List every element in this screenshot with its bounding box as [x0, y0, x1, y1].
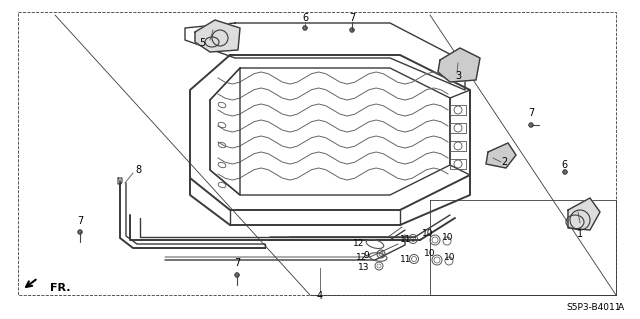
Text: S5P3-B4011: S5P3-B4011 — [566, 303, 621, 313]
Text: 2: 2 — [501, 157, 507, 167]
Circle shape — [564, 171, 566, 173]
Polygon shape — [568, 198, 600, 230]
Text: 11: 11 — [400, 256, 412, 264]
Circle shape — [530, 124, 532, 126]
Polygon shape — [486, 143, 516, 168]
Polygon shape — [235, 273, 239, 277]
Text: 12: 12 — [353, 239, 364, 248]
Text: 1: 1 — [577, 229, 583, 239]
Circle shape — [304, 27, 306, 29]
Circle shape — [351, 29, 353, 31]
Text: 6: 6 — [561, 160, 567, 170]
Polygon shape — [195, 20, 240, 52]
Circle shape — [350, 28, 354, 32]
Text: 8: 8 — [135, 165, 141, 175]
Text: 4: 4 — [317, 291, 323, 301]
Circle shape — [304, 27, 306, 29]
Circle shape — [303, 26, 307, 30]
Polygon shape — [438, 48, 480, 82]
Text: 13: 13 — [358, 263, 369, 272]
Text: FR.: FR. — [50, 283, 70, 293]
Text: 12: 12 — [356, 254, 367, 263]
Circle shape — [235, 273, 239, 277]
Text: 6: 6 — [302, 13, 308, 23]
Text: 10: 10 — [422, 229, 434, 239]
Circle shape — [79, 231, 81, 233]
Polygon shape — [350, 28, 354, 32]
Polygon shape — [78, 230, 82, 234]
Text: 7: 7 — [528, 108, 534, 118]
Text: 3: 3 — [455, 71, 461, 81]
Text: 9: 9 — [363, 250, 369, 259]
Polygon shape — [303, 26, 307, 30]
Polygon shape — [529, 123, 533, 127]
Text: A: A — [618, 303, 624, 313]
Circle shape — [530, 124, 532, 126]
Circle shape — [351, 29, 353, 31]
Circle shape — [79, 231, 81, 233]
Circle shape — [236, 274, 238, 276]
Text: 11: 11 — [400, 235, 412, 244]
Text: 10: 10 — [424, 249, 436, 258]
Text: 10: 10 — [444, 254, 456, 263]
Text: 5: 5 — [199, 38, 205, 48]
Polygon shape — [563, 170, 567, 174]
Text: 7: 7 — [77, 216, 83, 226]
Circle shape — [564, 171, 566, 173]
Circle shape — [78, 230, 82, 234]
Text: 7: 7 — [234, 258, 240, 268]
Circle shape — [529, 123, 533, 127]
Text: 10: 10 — [442, 233, 454, 241]
Circle shape — [236, 274, 238, 276]
Circle shape — [563, 170, 567, 174]
Text: 7: 7 — [349, 13, 355, 23]
